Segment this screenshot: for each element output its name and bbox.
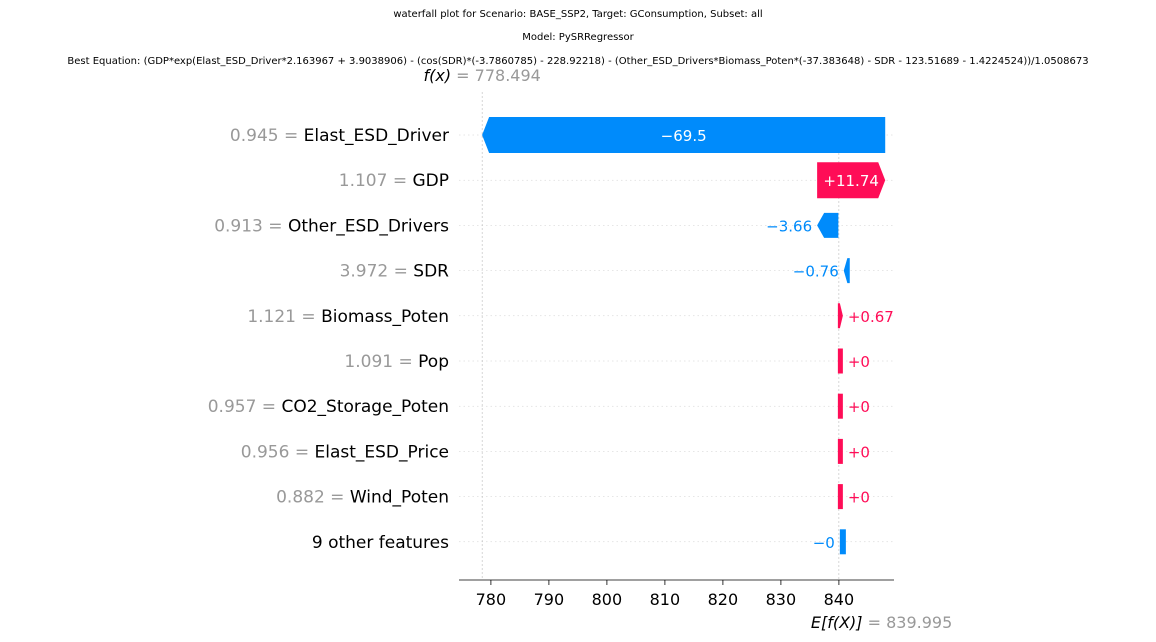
bar-value-label: −3.66 [766,217,812,235]
y-tick-label: 1.091 = Pop [344,352,449,372]
x-tick-label: 810 [650,590,681,609]
expected-value-number: = 839.995 [863,613,953,632]
y-tick-label: 0.945 = Elast_ESD_Driver [230,126,449,146]
bar-value-label: +0 [848,489,870,507]
fx-symbol: f(x) [423,66,451,85]
feature-value: 1.107 = [339,171,413,191]
bar-gdp [817,162,886,199]
bar-elast-esd-driver [482,117,886,153]
x-tick-label: 780 [476,590,507,609]
expected-value-symbol: E[f(X)] [811,613,863,632]
bar-elast-esd-price [837,438,843,464]
x-tick-label: 840 [824,590,855,609]
bar-other-esd-drivers [817,212,839,238]
feature-name: Biomass_Poten [321,307,449,327]
feature-value: 0.956 = [241,442,315,462]
chart-subtitle-equation: Best Equation: (GDP*exp(Elast_ESD_Driver… [67,56,1089,67]
feature-value: 0.913 = [214,216,288,236]
bar-co2-storage-poten [837,393,843,419]
y-tick-label: 0.956 = Elast_ESD_Price [241,442,449,462]
x-tick-label: 830 [766,590,797,609]
bar-wind-poten [837,484,843,510]
feature-name: 9 other features [312,533,449,553]
bar-pop [837,348,843,374]
bar-value-label: −69.5 [661,127,707,145]
expected-value-label: E[f(X)] = 839.995 [811,613,952,632]
y-tick-label: 3.972 = SDR [340,262,450,282]
y-tick-label: 1.121 = Biomass_Poten [247,307,449,327]
feature-name: Pop [418,352,449,372]
bar-sdr [843,258,850,284]
fx-value: = 778.494 [451,66,541,85]
bar-value-label: −0.76 [793,263,839,281]
feature-name: Other_ESD_Drivers [288,216,449,236]
x-tick-label: 800 [592,590,623,609]
bar-value-label: +0 [848,353,870,371]
bar-value-label: +0 [848,443,870,461]
bar-value-label: +0.67 [848,308,894,326]
chart-subtitle-model: Model: PySRRegressor [522,32,634,43]
bar-value-label: +0 [848,398,870,416]
feature-name: GDP [412,171,449,191]
y-tick-label: 0.957 = CO2_Storage_Poten [208,397,449,417]
chart-title: waterfall plot for Scenario: BASE_SSP2, … [393,9,763,20]
feature-value: 0.882 = [276,488,350,508]
y-tick-label: 9 other features [312,533,449,553]
feature-name: CO2_Storage_Poten [281,397,449,417]
y-tick-label: 1.107 = GDP [339,171,449,191]
bar-value-label: −0 [813,534,835,552]
feature-name: Elast_ESD_Price [315,442,450,462]
bar-biomass-poten [837,303,843,329]
bar-9-other-features [839,529,846,555]
x-tick-label: 790 [534,590,565,609]
feature-value: 3.972 = [340,262,414,282]
y-tick-label: 0.913 = Other_ESD_Drivers [214,216,449,236]
fx-label: f(x) = 778.494 [423,66,540,85]
feature-name: SDR [413,262,449,282]
x-tick-label: 820 [708,590,739,609]
feature-value: 0.957 = [208,397,282,417]
feature-name: Wind_Poten [350,488,449,508]
bar-value-label: +11.74 [823,172,879,190]
y-tick-label: 0.882 = Wind_Poten [276,488,449,508]
feature-name: Elast_ESD_Driver [304,126,449,146]
feature-value: 0.945 = [230,126,304,146]
feature-value: 1.121 = [247,307,321,327]
feature-value: 1.091 = [344,352,418,372]
